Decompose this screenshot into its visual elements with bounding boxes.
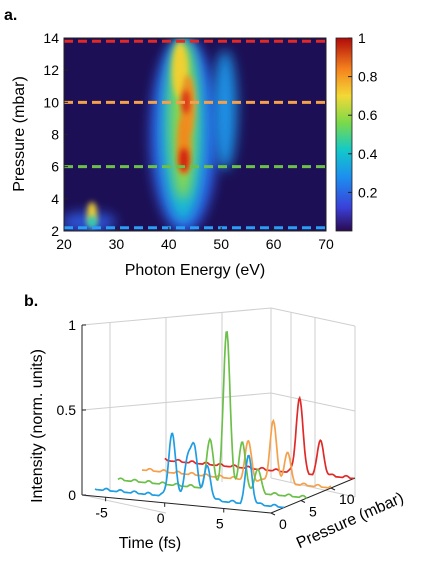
series-line-p2.2 [94, 432, 285, 509]
colorbar: 0.2 0.4 0.6 0.8 1 [335, 30, 378, 232]
cb-tick-label-3: 0.8 [358, 69, 378, 85]
x-tick-label-2: 40 [161, 236, 177, 252]
heatmap [63, 37, 327, 232]
t-tick-label-2: 5 [216, 516, 224, 532]
plot3d-x-label: Time (fs) [119, 535, 182, 552]
x-tick-label-0: 20 [56, 236, 72, 252]
plot3d-axes [81, 325, 356, 514]
colorbar-gradient [335, 37, 353, 232]
x-tick-label-5: 70 [318, 236, 334, 252]
i-tick-label-2: 1 [68, 317, 76, 333]
p-tick-mark-0 [270, 512, 276, 516]
cb-tick-label-1: 0.4 [358, 146, 378, 162]
heatmap-y-label: Pressure (mbar) [11, 76, 28, 192]
panel-label-b: b. [24, 293, 38, 310]
t-tick-label-1: 0 [157, 510, 165, 526]
cb-tick-label-4: 1 [358, 30, 366, 46]
i-tick-label-0: 0 [68, 487, 76, 503]
y-tick-label-4: 10 [43, 94, 59, 110]
p-tick-label-2: 10 [339, 491, 355, 507]
colorbar-ticks: 0.2 0.4 0.6 0.8 1 [348, 30, 378, 200]
y-tick-label-0: 2 [51, 223, 59, 239]
series-line-p6 [117, 330, 308, 499]
heatmap-x-ticks: 20 30 40 50 60 70 [56, 227, 334, 252]
plot3d-y-label: Intensity (norm. units) [29, 349, 46, 503]
heatmap-field [64, 38, 237, 231]
plot3d: 0 0.5 1 -5 0 5 0 5 10 [57, 307, 356, 532]
panel-label-a: a. [4, 7, 17, 24]
x-tick-label-1: 30 [109, 236, 125, 252]
p-tick-label-0: 0 [279, 516, 287, 532]
i-tick-label-1: 0.5 [57, 402, 77, 418]
series-line-p13.8 [164, 395, 354, 480]
heatmap-y-ticks: 2 4 6 8 10 12 14 [43, 30, 68, 239]
heatmap-x-label: Photon Energy (eV) [125, 262, 266, 279]
p-tick-mark-1 [300, 500, 306, 503]
p-tick-mark-2 [330, 487, 336, 491]
t-tick-label-0: -5 [95, 504, 108, 520]
heatmap-dashed-lines [64, 39, 326, 230]
x-tick-label-4: 60 [266, 236, 282, 252]
y-tick-label-5: 12 [43, 62, 59, 78]
y-tick-label-1: 4 [51, 191, 59, 207]
cb-tick-label-2: 0.6 [358, 107, 378, 123]
y-tick-label-3: 8 [51, 127, 59, 143]
y-tick-label-6: 14 [43, 30, 59, 46]
plot3d-ticks: 0 0.5 1 -5 0 5 0 5 10 [57, 317, 355, 532]
cb-tick-label-0: 0.2 [358, 184, 378, 200]
plot3d-series [94, 330, 354, 509]
x-tick-label-3: 50 [213, 236, 229, 252]
y-tick-label-2: 6 [51, 159, 59, 175]
plot3d-box [81, 307, 356, 514]
p-tick-label-1: 5 [309, 504, 317, 520]
